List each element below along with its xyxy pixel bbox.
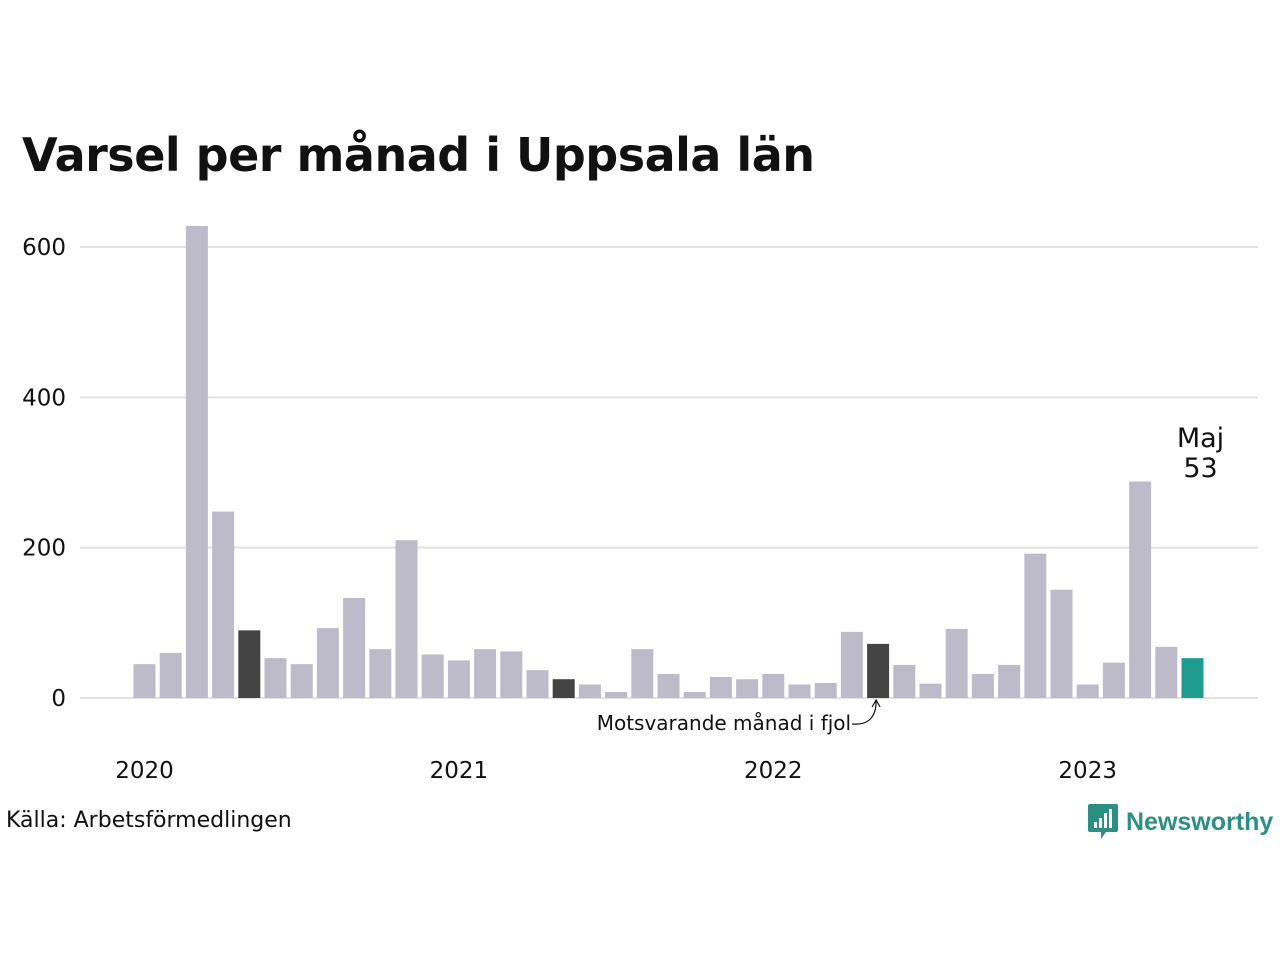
bar-2020-10: [369, 649, 392, 698]
bar-chart: 0 200 400 600 2020 2021 2022 2023 Motsvarande …: [22, 225, 1258, 784]
bar-2022-11: [1024, 553, 1047, 698]
bar-2022-02: [788, 684, 811, 698]
bar-2021-08: [631, 649, 654, 698]
x-tick-label: 2022: [744, 758, 803, 784]
bar-2020-01: [133, 664, 156, 698]
bar-2020-11: [395, 540, 418, 698]
bar-2022-04: [840, 631, 863, 698]
annotation-last-year: Motsvarande månad i fjol: [597, 711, 851, 735]
bar-2023-03: [1129, 481, 1152, 698]
bar-2022-12: [1050, 589, 1073, 698]
bar-2020-07: [290, 664, 313, 698]
bars: [133, 225, 1204, 698]
bar-2022-06: [893, 664, 916, 698]
bar-2022-09: [971, 673, 994, 698]
bar-2023-04: [1155, 646, 1178, 698]
bar-2022-07: [919, 683, 942, 698]
bar-2021-12: [736, 679, 759, 698]
bar-2021-05: [552, 679, 575, 698]
bar-2020-04: [212, 511, 235, 698]
bar-2020-03: [185, 225, 208, 698]
bar-2022-10: [998, 664, 1021, 698]
x-axis-ticks: 2020 2021 2022 2023: [115, 758, 1117, 784]
annotation-arrow: [852, 700, 877, 725]
bar-2021-07: [605, 691, 628, 698]
bar-2023-05: [1181, 658, 1204, 698]
current-month-value: 53: [1183, 453, 1217, 484]
y-axis-ticks: 0 200 400 600: [22, 235, 66, 712]
y-tick-label: 600: [22, 235, 66, 261]
bar-2020-08: [316, 628, 339, 698]
x-tick-label: 2023: [1058, 758, 1117, 784]
bar-2022-05: [867, 643, 890, 698]
bar-2023-01: [1076, 684, 1099, 698]
bar-2020-05: [238, 630, 261, 698]
bar-2021-09: [657, 673, 680, 698]
bar-2023-02: [1102, 662, 1125, 698]
bar-chart-speech-bubble-icon: [1088, 804, 1118, 839]
bar-2021-01: [447, 660, 470, 698]
bar-2021-02: [474, 649, 497, 698]
current-month-label: Maj: [1177, 423, 1224, 454]
bar-2022-01: [762, 673, 785, 698]
annotation-arrowhead: [871, 698, 881, 708]
x-tick-label: 2020: [115, 758, 174, 784]
chart-title: Varsel per månad i Uppsala län: [22, 128, 815, 182]
bar-2020-06: [264, 658, 287, 698]
bar-2022-08: [945, 628, 968, 698]
brand-logo[interactable]: Newsworthy: [1088, 804, 1273, 840]
bar-2021-06: [578, 684, 601, 698]
brand-name: Newsworthy: [1126, 807, 1274, 836]
bar-2021-03: [500, 651, 523, 698]
bar-2020-12: [421, 654, 444, 698]
bar-2021-11: [709, 676, 732, 698]
y-tick-label: 0: [51, 686, 66, 712]
bar-2022-03: [814, 682, 837, 698]
y-tick-label: 400: [22, 385, 66, 411]
bar-2021-04: [526, 670, 549, 698]
bar-2021-10: [683, 691, 706, 698]
source-note: Källa: Arbetsförmedlingen: [6, 808, 292, 833]
bar-2020-02: [159, 652, 182, 698]
y-tick-label: 200: [22, 536, 66, 562]
x-tick-label: 2021: [430, 758, 489, 784]
bar-2020-09: [343, 598, 366, 698]
